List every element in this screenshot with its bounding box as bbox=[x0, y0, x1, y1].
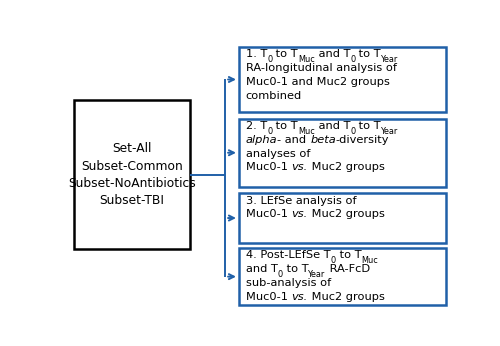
Text: Muc0-1: Muc0-1 bbox=[246, 163, 292, 172]
Text: 1. T: 1. T bbox=[246, 49, 267, 59]
Text: 0: 0 bbox=[267, 127, 272, 136]
Text: RA-longitudinal analysis of: RA-longitudinal analysis of bbox=[246, 63, 397, 73]
Text: alpha: alpha bbox=[246, 135, 278, 145]
Text: and T: and T bbox=[314, 121, 350, 131]
Text: Year: Year bbox=[381, 127, 398, 136]
Bar bbox=[239, 248, 446, 305]
Text: Muc2 groups: Muc2 groups bbox=[308, 209, 384, 219]
Text: 0: 0 bbox=[350, 55, 356, 64]
Text: Muc0-1 and Muc2 groups: Muc0-1 and Muc2 groups bbox=[246, 77, 390, 87]
Text: RA-FcD: RA-FcD bbox=[326, 264, 370, 274]
Text: Year: Year bbox=[381, 55, 398, 64]
Text: 0: 0 bbox=[267, 55, 272, 64]
Text: to T: to T bbox=[336, 250, 361, 260]
Text: to T: to T bbox=[283, 264, 308, 274]
Text: Subset-NoAntibiotics: Subset-NoAntibiotics bbox=[68, 177, 196, 190]
Text: and T: and T bbox=[314, 49, 350, 59]
Text: vs.: vs. bbox=[292, 163, 308, 172]
Text: to T: to T bbox=[356, 49, 381, 59]
Text: to T: to T bbox=[355, 121, 381, 131]
Text: beta: beta bbox=[310, 135, 336, 145]
Text: 3. LEfSe analysis of: 3. LEfSe analysis of bbox=[246, 195, 356, 206]
Text: 0: 0 bbox=[330, 256, 336, 265]
Bar bbox=[74, 100, 190, 249]
Text: Muc2 groups: Muc2 groups bbox=[308, 163, 384, 172]
Text: 4. Post-LEfSe T: 4. Post-LEfSe T bbox=[246, 250, 330, 260]
Bar bbox=[239, 193, 446, 243]
Text: vs.: vs. bbox=[292, 209, 308, 219]
Text: Muc0-1: Muc0-1 bbox=[246, 292, 292, 302]
Text: 2. T: 2. T bbox=[246, 121, 267, 131]
Text: and T: and T bbox=[246, 264, 278, 274]
Text: 0: 0 bbox=[278, 270, 283, 279]
Text: Muc0-1: Muc0-1 bbox=[246, 209, 292, 219]
Text: Muc: Muc bbox=[361, 256, 378, 265]
Text: to T: to T bbox=[272, 49, 298, 59]
Text: Year: Year bbox=[308, 270, 326, 279]
Text: analyses of: analyses of bbox=[246, 149, 310, 158]
Text: sub-analysis of: sub-analysis of bbox=[246, 278, 331, 288]
Text: Subset-TBI: Subset-TBI bbox=[100, 194, 165, 207]
Text: 0: 0 bbox=[350, 127, 355, 136]
Text: vs.: vs. bbox=[292, 292, 308, 302]
Text: -diversity: -diversity bbox=[336, 135, 390, 145]
Text: to T: to T bbox=[272, 121, 298, 131]
Text: Set-All: Set-All bbox=[112, 142, 152, 155]
Text: Subset-Common: Subset-Common bbox=[82, 160, 183, 173]
Text: Muc: Muc bbox=[298, 127, 314, 136]
Text: - and: - and bbox=[278, 135, 310, 145]
Bar bbox=[239, 47, 446, 112]
Text: combined: combined bbox=[246, 91, 302, 101]
Text: Muc2 groups: Muc2 groups bbox=[308, 292, 384, 302]
Text: Muc: Muc bbox=[298, 55, 314, 64]
Bar bbox=[239, 119, 446, 187]
